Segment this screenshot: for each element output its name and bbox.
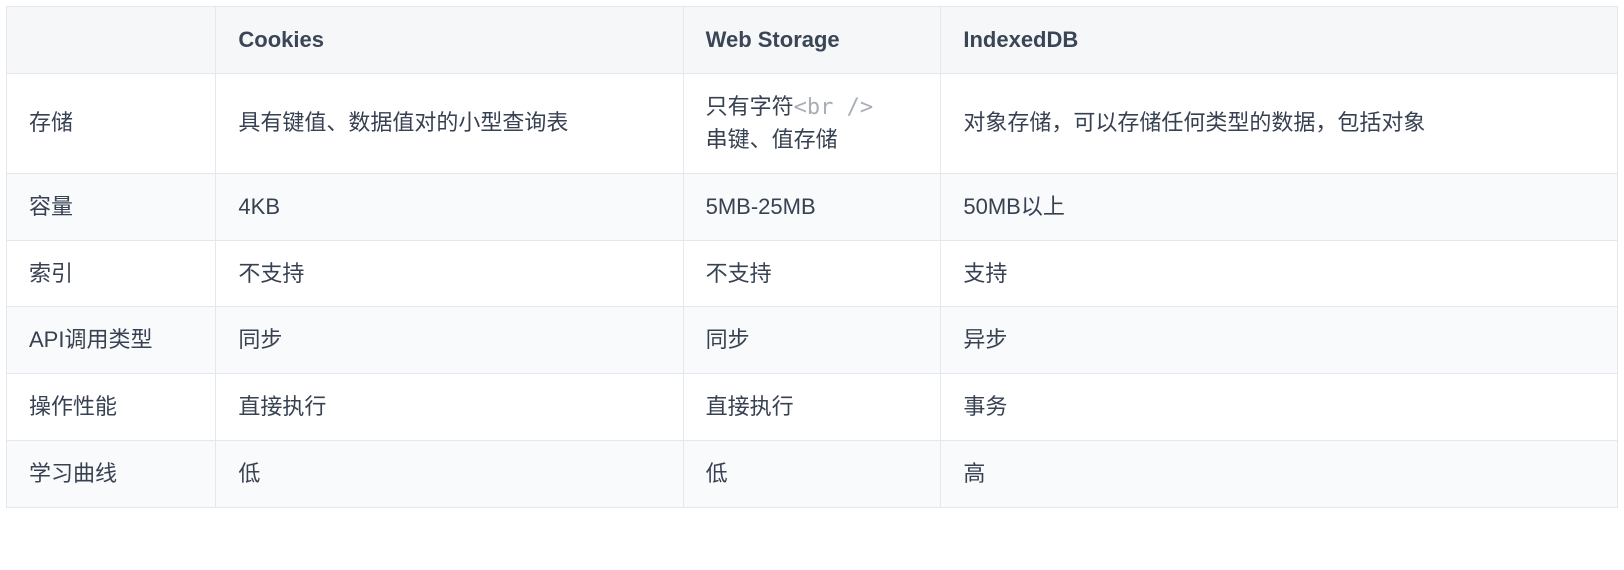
cell-cookies: 不支持 bbox=[216, 240, 683, 307]
cell-indexeddb: 对象存储，可以存储任何类型的数据，包括对象 bbox=[941, 73, 1618, 173]
inline-code: <br /> bbox=[794, 95, 873, 120]
cell-text-post: 串键、值存储 bbox=[706, 127, 838, 152]
row-label: 索引 bbox=[7, 240, 216, 307]
cell-webstorage: 直接执行 bbox=[683, 374, 941, 441]
table-header-row: Cookies Web Storage IndexedDB bbox=[7, 7, 1618, 74]
cell-webstorage: 5MB-25MB bbox=[683, 173, 941, 240]
table-row: 索引 不支持 不支持 支持 bbox=[7, 240, 1618, 307]
col-header-rowlabel bbox=[7, 7, 216, 74]
row-label: 学习曲线 bbox=[7, 441, 216, 508]
table-row: 容量 4KB 5MB-25MB 50MB以上 bbox=[7, 173, 1618, 240]
cell-indexeddb: 异步 bbox=[941, 307, 1618, 374]
col-header-webstorage: Web Storage bbox=[683, 7, 941, 74]
cell-cookies: 直接执行 bbox=[216, 374, 683, 441]
cell-indexeddb: 高 bbox=[941, 441, 1618, 508]
cell-cookies: 同步 bbox=[216, 307, 683, 374]
table-row: 操作性能 直接执行 直接执行 事务 bbox=[7, 374, 1618, 441]
table-row: 存储 具有键值、数据值对的小型查询表 只有字符<br /> 串键、值存储 对象存储… bbox=[7, 73, 1618, 173]
row-label: API调用类型 bbox=[7, 307, 216, 374]
cell-webstorage: 不支持 bbox=[683, 240, 941, 307]
col-header-indexeddb: IndexedDB bbox=[941, 7, 1618, 74]
row-label: 容量 bbox=[7, 173, 216, 240]
cell-indexeddb: 50MB以上 bbox=[941, 173, 1618, 240]
cell-cookies: 具有键值、数据值对的小型查询表 bbox=[216, 73, 683, 173]
table-row: 学习曲线 低 低 高 bbox=[7, 441, 1618, 508]
table-row: API调用类型 同步 同步 异步 bbox=[7, 307, 1618, 374]
cell-indexeddb: 支持 bbox=[941, 240, 1618, 307]
cell-indexeddb: 事务 bbox=[941, 374, 1618, 441]
cell-webstorage: 同步 bbox=[683, 307, 941, 374]
col-header-cookies: Cookies bbox=[216, 7, 683, 74]
cell-cookies: 4KB bbox=[216, 173, 683, 240]
row-label: 操作性能 bbox=[7, 374, 216, 441]
cell-text-pre: 只有字符 bbox=[706, 94, 794, 119]
cell-webstorage: 只有字符<br /> 串键、值存储 bbox=[683, 73, 941, 173]
comparison-table: Cookies Web Storage IndexedDB 存储 具有键值、数据… bbox=[6, 6, 1618, 508]
row-label: 存储 bbox=[7, 73, 216, 173]
cell-webstorage: 低 bbox=[683, 441, 941, 508]
cell-cookies: 低 bbox=[216, 441, 683, 508]
